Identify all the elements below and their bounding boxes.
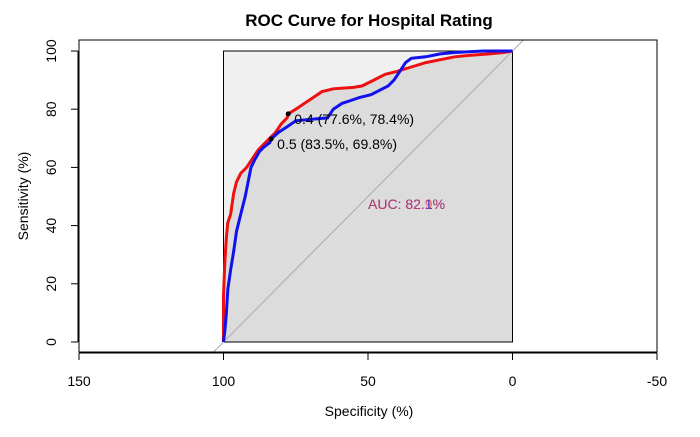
threshold-point [268,136,274,142]
y-tick-label: 60 [43,159,59,175]
y-tick-label: 80 [43,101,59,117]
auc-label-red: AUC: 82.9% [368,196,445,212]
threshold-point [285,111,291,117]
y-tick-label: 100 [43,39,59,63]
plot-area [212,40,525,352]
x-tick-label: 50 [360,373,376,389]
x-axis-label: Specificity (%) [325,403,414,419]
roc-unit-box [223,50,513,343]
y-tick-label: 20 [43,276,59,292]
chart-title: ROC Curve for Hospital Rating [245,11,492,30]
x-tick-label: 100 [212,373,236,389]
roc-series-blue-line [222,49,513,343]
x-tick-label: 0 [509,373,517,389]
threshold-label: 0.4 (77.6%, 78.4%) [294,111,414,127]
auc-label-blue: AUC: 82.1% [368,196,445,212]
y-axis: 0 20 40 60 80 100 [43,39,79,346]
plot-frame [78,39,658,353]
y-axis-label: Sensitivity (%) [15,152,31,241]
y-tick-label: 40 [43,218,59,234]
x-tick-label: -50 [647,373,667,389]
x-axis: 150 100 50 0 -50 [67,352,667,389]
x-tick-label: 150 [67,373,91,389]
y-tick-label: 0 [43,338,59,346]
threshold-label: 0.5 (83.5%, 69.8%) [277,136,397,152]
roc-series-red-line [222,49,513,342]
chance-diagonal-line [212,40,525,352]
